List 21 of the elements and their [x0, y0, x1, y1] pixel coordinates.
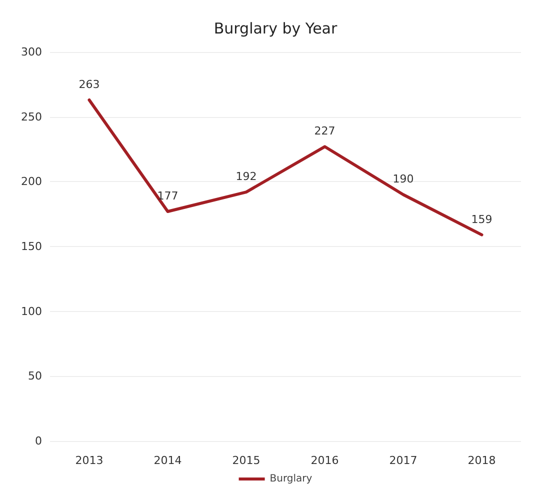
y-tick-label: 50 [28, 370, 42, 383]
y-tick-label: 100 [21, 304, 42, 318]
x-tick-label: 2015 [232, 454, 260, 467]
data-label: 263 [78, 78, 100, 91]
legend-label: Burglary [270, 474, 312, 484]
y-tick-label: 250 [21, 110, 42, 124]
x-tick-label: 2014 [154, 454, 182, 467]
data-label: 190 [392, 172, 414, 186]
x-tick-label: 2018 [468, 454, 496, 467]
x-tick-label: 2017 [389, 454, 418, 467]
x-tick-label: 2016 [310, 454, 339, 467]
y-tick-label: 150 [21, 240, 42, 253]
data-label: 192 [236, 170, 257, 184]
y-tick-label: 0 [35, 434, 42, 448]
data-label: 159 [471, 212, 492, 226]
chart-title: Burglary by Year [214, 20, 338, 38]
x-tick-label: 2013 [75, 454, 104, 467]
data-label: 227 [314, 124, 336, 138]
y-tick-label: 200 [21, 175, 42, 188]
data-label: 177 [157, 189, 178, 202]
y-tick-label: 300 [21, 46, 42, 58]
